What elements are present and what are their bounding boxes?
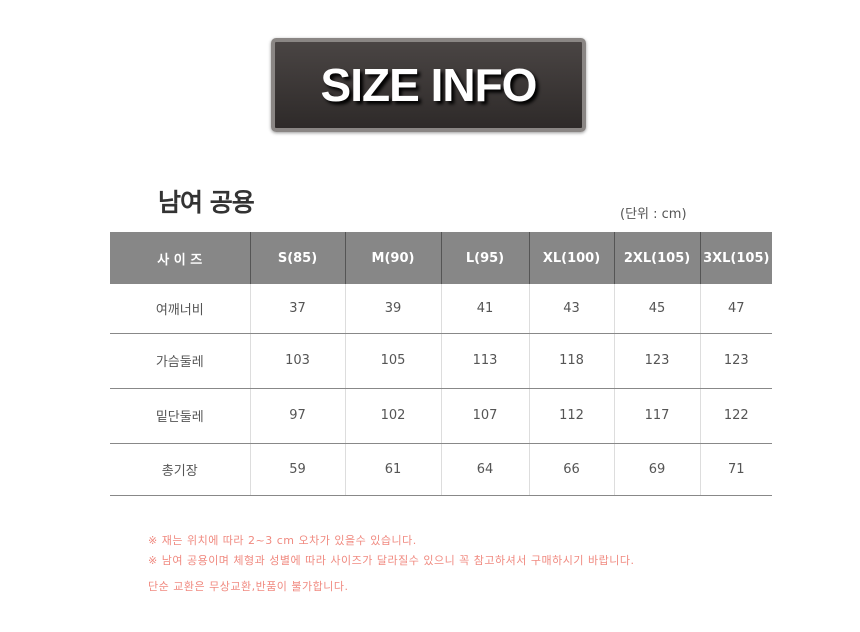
cell-value: 59 (249, 443, 345, 496)
table-row: 여깨너비 37 39 41 43 45 47 (110, 284, 772, 334)
banner-title: SIZE INFO (320, 59, 538, 111)
cell-value: 122 (699, 388, 772, 444)
note-unisex: ※ 남여 공용이며 체형과 성별에 따라 사이즈가 달라질수 있으니 꼭 참고하… (148, 554, 635, 567)
header-3xl: 3XL(105) (699, 232, 772, 284)
header-xl: XL(100) (528, 232, 614, 284)
cell-value: 47 (699, 284, 772, 334)
cell-value: 123 (699, 333, 772, 389)
row-label: 여깨너비 (110, 284, 250, 334)
cell-value: 118 (528, 333, 614, 389)
cell-value: 113 (440, 333, 529, 389)
cell-value: 39 (344, 284, 441, 334)
header-s: S(85) (249, 232, 345, 284)
row-label: 가슴둘레 (110, 333, 250, 389)
size-info-banner: SIZE INFO (271, 38, 586, 132)
cell-value: 61 (344, 443, 441, 496)
cell-value: 43 (528, 284, 614, 334)
cell-value: 107 (440, 388, 529, 444)
header-size: 사 이 즈 (110, 232, 250, 284)
header-m: M(90) (344, 232, 441, 284)
cell-value: 123 (613, 333, 700, 389)
cell-value: 66 (528, 443, 614, 496)
cell-value: 103 (249, 333, 345, 389)
cell-value: 97 (249, 388, 345, 444)
table-row: 총기장 59 61 64 66 69 71 (110, 443, 772, 496)
cell-value: 102 (344, 388, 441, 444)
table-row: 밑단둘레 97 102 107 112 117 122 (110, 388, 772, 444)
table-header-row: 사 이 즈 S(85) M(90) L(95) XL(100) 2XL(105)… (110, 232, 772, 284)
cell-value: 45 (613, 284, 700, 334)
row-label: 밑단둘레 (110, 388, 250, 444)
header-2xl: 2XL(105) (613, 232, 700, 284)
subtitle: 남여 공용 (158, 188, 255, 217)
cell-value: 41 (440, 284, 529, 334)
cell-value: 69 (613, 443, 700, 496)
cell-value: 117 (613, 388, 700, 444)
row-label: 총기장 (110, 443, 250, 496)
cell-value: 37 (249, 284, 345, 334)
cell-value: 105 (344, 333, 441, 389)
cell-value: 64 (440, 443, 529, 496)
header-l: L(95) (440, 232, 529, 284)
size-table: 사 이 즈 S(85) M(90) L(95) XL(100) 2XL(105)… (110, 232, 772, 496)
table-row: 가슴둘레 103 105 113 118 123 123 (110, 333, 772, 389)
unit-label: (단위 : cm) (620, 207, 687, 222)
note-exchange: 단순 교환은 무상교환,반품이 불가합니다. (148, 580, 349, 593)
cell-value: 112 (528, 388, 614, 444)
note-measurement: ※ 재는 위치에 따라 2~3 cm 오차가 있을수 있습니다. (148, 534, 417, 547)
cell-value: 71 (699, 443, 772, 496)
